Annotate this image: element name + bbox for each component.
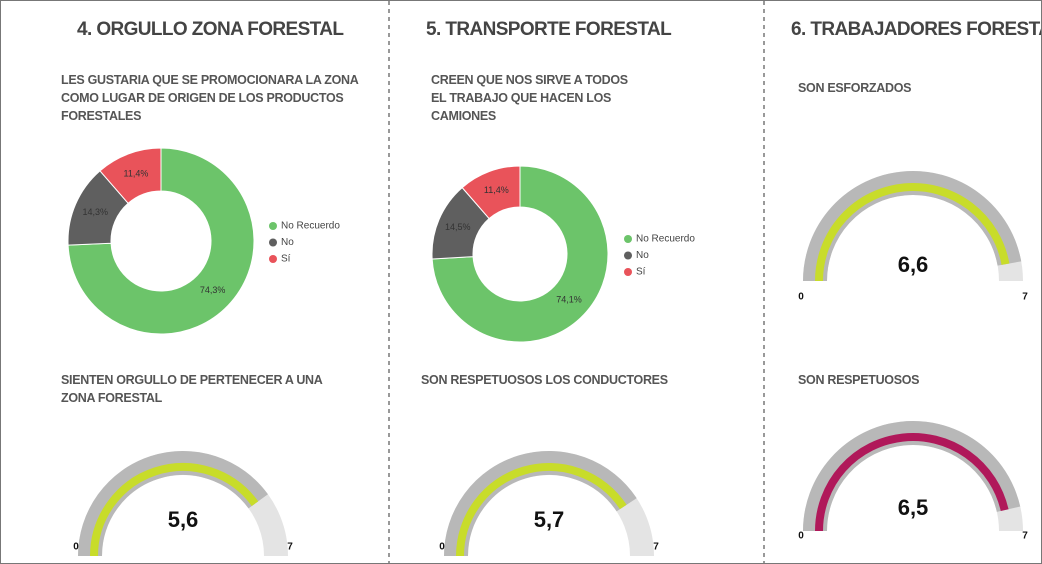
data-label: 11,4% <box>484 185 509 195</box>
donut-segment <box>99 147 162 204</box>
legend-label: No <box>636 250 649 261</box>
legend-swatch <box>269 222 277 230</box>
chart-title: LES GUSTARIA QUE SE PROMOCIONARA LA ZONA… <box>61 73 359 123</box>
donut-segment <box>67 147 255 335</box>
legend-label: Sí <box>636 267 646 278</box>
legend-label: Sí <box>281 254 291 265</box>
donut-segment <box>431 165 609 343</box>
tick-label: 0 <box>439 542 445 553</box>
legend-label: No <box>281 237 294 248</box>
legend-swatch <box>269 255 277 263</box>
data-label: 14,3% <box>83 207 109 217</box>
tick-label: 7 <box>1022 292 1028 303</box>
gauge-label: 5,6 <box>168 507 199 532</box>
tick-label: 0 <box>73 542 79 553</box>
data-label: 14,5% <box>445 222 471 232</box>
gauge-label: 6,6 <box>898 252 929 277</box>
section-title: 6. TRABAJADORES FORESTALES <box>791 19 1041 40</box>
legend-swatch <box>624 251 632 260</box>
chart-title: SON ESFORZADOS <box>798 81 912 95</box>
tick-label: 0 <box>798 531 804 542</box>
legend-swatch <box>624 235 632 243</box>
chart-title: SON RESPETUOSOS LOS CONDUCTORES <box>421 373 668 387</box>
data-label: 74,1% <box>556 295 582 305</box>
gauge-label: 5,7 <box>534 507 565 532</box>
gauge-value <box>456 463 627 557</box>
legend-swatch <box>624 268 632 276</box>
chart-title: CREEN QUE NOS SIRVE A TODOS EL TRABAJO Q… <box>431 73 628 123</box>
gauge-value <box>815 433 1009 532</box>
tick-label: 7 <box>1022 531 1028 542</box>
section-title: 4. ORGULLO ZONA FORESTAL <box>77 19 344 40</box>
gauge-value <box>815 183 1010 282</box>
legend-label: No Recuerdo <box>636 234 695 245</box>
gauge-label: 6,5 <box>898 495 929 520</box>
data-label: 11,4% <box>124 168 149 178</box>
data-label: 74,3% <box>200 285 226 295</box>
tick-label: 7 <box>287 542 293 553</box>
legend-label: No Recuerdo <box>281 221 340 232</box>
chart-title: SIENTEN ORGULLO DE PERTENECER A UNA ZONA… <box>61 373 323 405</box>
gauge-value <box>90 463 259 557</box>
tick-label: 0 <box>798 292 804 303</box>
legend-swatch <box>269 238 277 247</box>
chart-title: SON RESPETUOSOS <box>798 373 920 387</box>
section-title: 5. TRANSPORTE FORESTAL <box>426 19 672 40</box>
donut-segment <box>461 165 521 220</box>
tick-label: 7 <box>653 542 659 553</box>
